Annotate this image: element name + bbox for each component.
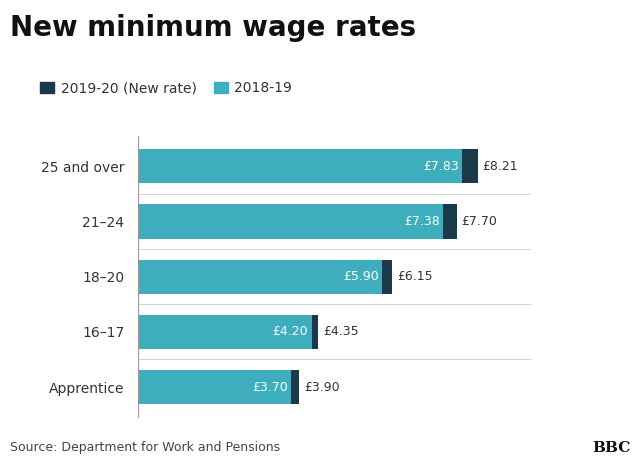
Text: New minimum wage rates: New minimum wage rates bbox=[10, 14, 416, 42]
Legend: 2019-20 (New rate), 2018-19: 2019-20 (New rate), 2018-19 bbox=[40, 81, 292, 95]
Text: £4.35: £4.35 bbox=[323, 325, 358, 339]
Bar bbox=[138, 149, 462, 183]
Text: £5.90: £5.90 bbox=[343, 270, 379, 283]
Bar bbox=[291, 370, 299, 404]
Text: £7.70: £7.70 bbox=[461, 215, 497, 228]
Text: £7.38: £7.38 bbox=[404, 215, 440, 228]
Text: £7.83: £7.83 bbox=[423, 160, 459, 173]
Bar bbox=[444, 204, 456, 239]
Text: £3.70: £3.70 bbox=[252, 380, 287, 393]
Bar bbox=[382, 260, 392, 294]
Bar bbox=[138, 370, 291, 404]
Text: BBC: BBC bbox=[592, 441, 630, 455]
Text: Source: Department for Work and Pensions: Source: Department for Work and Pensions bbox=[10, 441, 280, 454]
Text: £4.20: £4.20 bbox=[273, 325, 308, 339]
Text: £8.21: £8.21 bbox=[483, 160, 518, 173]
Bar bbox=[312, 315, 318, 349]
Bar bbox=[138, 315, 312, 349]
Bar bbox=[138, 204, 444, 239]
Bar bbox=[462, 149, 477, 183]
Bar bbox=[138, 260, 382, 294]
Text: £3.90: £3.90 bbox=[304, 380, 340, 393]
Text: £6.15: £6.15 bbox=[397, 270, 433, 283]
